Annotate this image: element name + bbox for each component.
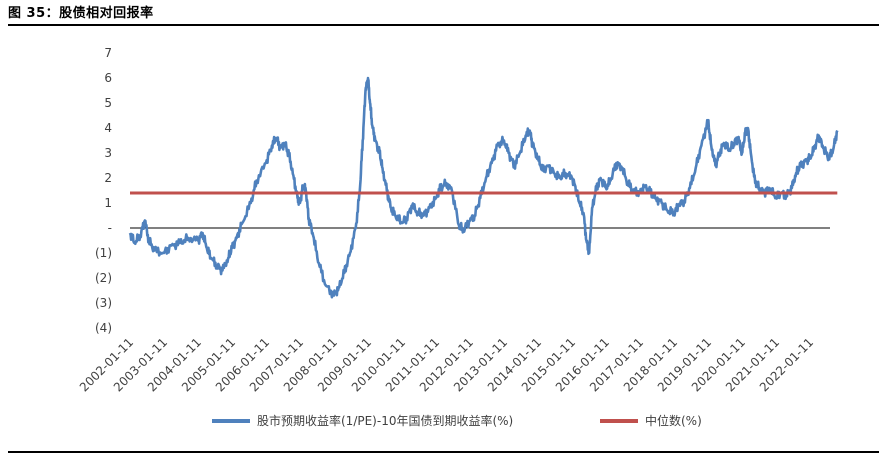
legend-label: 中位数(%) <box>645 413 702 428</box>
y-tick-label: (1) <box>95 246 112 260</box>
y-tick-label: 4 <box>104 121 112 135</box>
y-tick-label: 2 <box>104 171 112 185</box>
legend: 股市预期收益率(1/PE)-10年国债到期收益率(%) 中位数(%) <box>212 413 702 428</box>
figure-title: 图 35：股债相对回报率 <box>8 6 154 21</box>
y-tick-label: 3 <box>104 146 112 160</box>
series-line-equity-bond-spread <box>128 76 839 299</box>
top-rule <box>8 24 879 26</box>
series-group <box>128 76 839 299</box>
y-tick-label: (3) <box>95 296 112 310</box>
y-tick-label: 6 <box>104 71 112 85</box>
x-axis-ticks: 2002-01-112003-01-112004-01-112005-01-11… <box>77 335 816 394</box>
y-tick-label: 1 <box>104 196 112 210</box>
y-tick-label: 7 <box>104 46 112 60</box>
y-tick-label: - <box>108 221 112 235</box>
bottom-rule <box>8 451 879 453</box>
legend-label: 股市预期收益率(1/PE)-10年国债到期收益率(%) <box>257 413 513 428</box>
y-tick-label: (4) <box>95 321 112 335</box>
y-tick-label: 5 <box>104 96 112 110</box>
y-tick-label: (2) <box>95 271 112 285</box>
y-axis-ticks: 7 6 5 4 3 2 1 - (1) (2) (3) (4) <box>95 46 112 335</box>
